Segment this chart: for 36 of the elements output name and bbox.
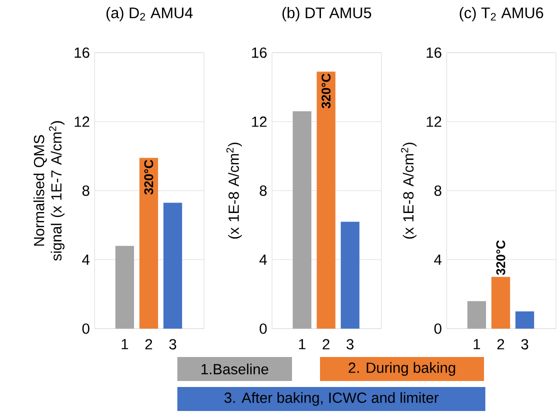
y-axis-title: (x 1E-8 A/cm$^{2}$) [226, 142, 242, 239]
x-tick-label: 3 [521, 339, 528, 350]
x-tick-label: 1 [474, 339, 480, 350]
x-tick-label: 1 [122, 339, 128, 350]
text: 3. After baking, ICWC and limiter [224, 392, 439, 406]
y-tick-label: 8 [260, 185, 267, 196]
x-tick-label: 2 [497, 339, 504, 350]
x-tick-label: 1 [299, 339, 306, 350]
y-tick-label: 4 [82, 254, 90, 265]
y-axis-title: (x 1E-8 A/cm$^{2}$) [400, 142, 416, 239]
text: 1.Baseline [202, 364, 268, 374]
y-tick-label: 12 [426, 116, 442, 127]
y-tick-label: 16 [426, 47, 442, 58]
x-tick-label: 3 [346, 339, 354, 350]
y-tick-label: 4 [259, 254, 267, 265]
y-tick-label: 12 [74, 116, 90, 127]
y-tick-label: 16 [74, 47, 90, 58]
y-tick-label: 4 [434, 254, 442, 265]
y-tick-label: 8 [434, 185, 442, 196]
y-tick-label: 12 [252, 116, 267, 127]
y-tick-label: 8 [82, 185, 90, 196]
x-tick-label: 2 [145, 339, 152, 350]
annotation: 320°C [322, 74, 331, 108]
y-tick-label: 16 [252, 47, 267, 58]
y-tick-label: 0 [434, 323, 442, 334]
x-tick-label: 2 [322, 339, 330, 350]
annotation: 320°C [144, 160, 154, 195]
x-tick-label: 3 [169, 339, 176, 350]
y-axis-title: Normalised QMS signal (x 1E-7 A/cm$^{2}$) [33, 121, 64, 261]
y-tick-label: 0 [82, 323, 90, 334]
chart-title: (c) T$_{2}$ AMU6 [460, 7, 544, 22]
chart-title: (a) D$_{2}$ AMU4 [106, 7, 193, 22]
y-tick-label: 0 [260, 323, 267, 334]
annotation: 320°C [496, 240, 506, 276]
text: 2. During baking [348, 362, 456, 376]
chart-title: (b) DT AMU5 [282, 7, 372, 22]
